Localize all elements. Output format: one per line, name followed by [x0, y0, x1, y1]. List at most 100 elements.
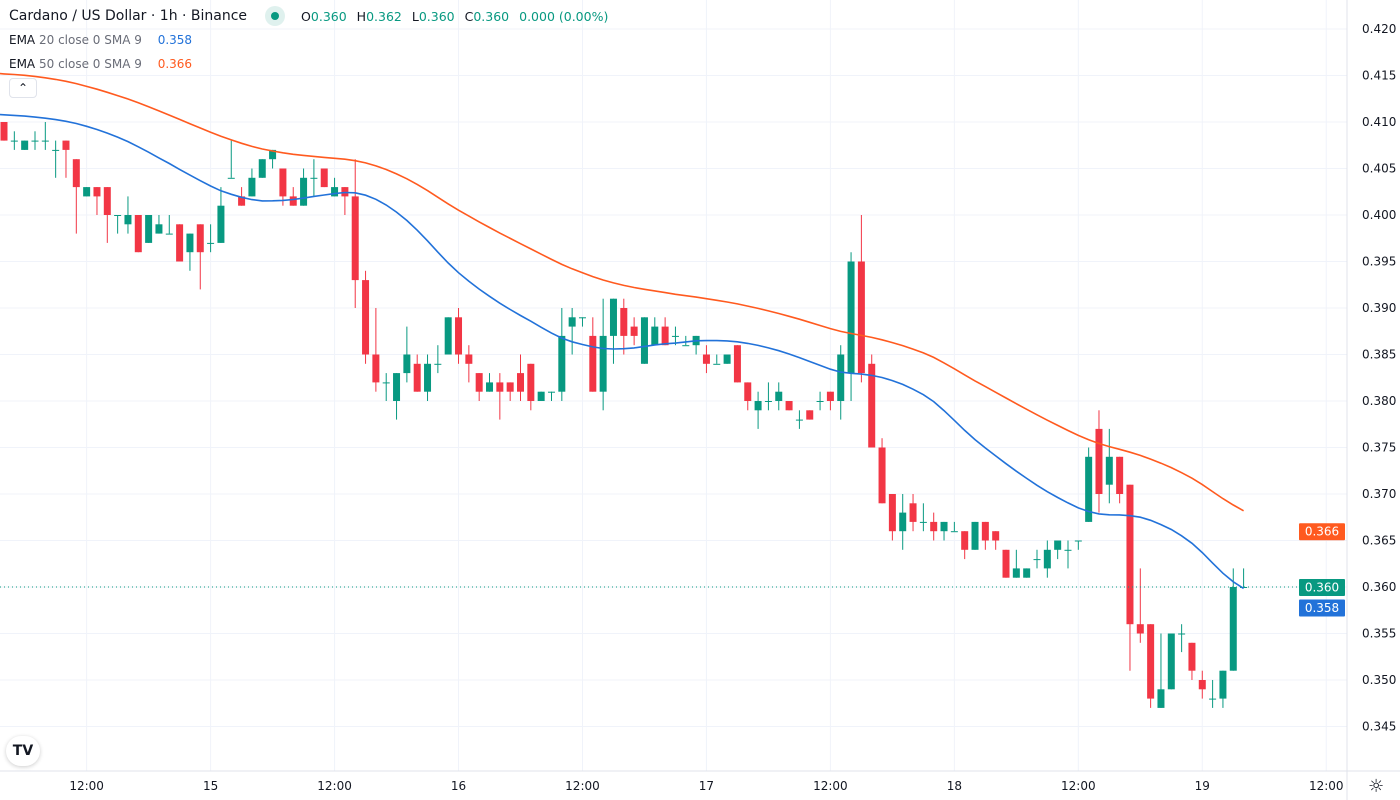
- high-value: 0.362: [366, 8, 402, 24]
- candle-down: [279, 168, 287, 197]
- candle-down: [868, 363, 876, 448]
- collapse-legend-button[interactable]: ⌃: [9, 78, 37, 98]
- candle-up: [403, 354, 411, 374]
- candle-up: [486, 382, 494, 392]
- candle-down: [196, 224, 204, 253]
- price-label: 0.360: [1305, 581, 1339, 595]
- candle-up: [331, 187, 339, 197]
- price-tick-label: 0.380: [1362, 394, 1396, 408]
- tradingview-logo[interactable]: TV: [6, 736, 40, 766]
- candle-up: [434, 363, 442, 365]
- price-axis[interactable]: 0.420 0.415 0.410 0.405 0.400 0.395 0.390 0.385…: [1362, 22, 1396, 734]
- time-tick-label: 17: [699, 779, 714, 793]
- candle-up: [124, 215, 132, 225]
- candle-down: [1095, 428, 1103, 494]
- time-tick-label: 12:00: [69, 779, 104, 793]
- candle-up: [41, 140, 49, 142]
- candle-up: [558, 335, 566, 392]
- time-tick-label: 12:00: [1061, 779, 1096, 793]
- candle-up: [537, 391, 545, 401]
- candle-up: [1167, 633, 1175, 690]
- price-tick-label: 0.350: [1362, 673, 1396, 687]
- settings-gear-icon[interactable]: ☼: [1368, 776, 1385, 797]
- price-label-bg: [1299, 599, 1345, 617]
- candle-down: [1198, 680, 1206, 690]
- candle-down: [93, 187, 101, 197]
- candle-down: [517, 373, 524, 392]
- indicator-params: 20 close 0 SMA 9: [38, 33, 142, 47]
- candle-up: [1229, 587, 1237, 671]
- candle-down: [930, 521, 938, 532]
- candle-up: [971, 521, 979, 550]
- candle-down: [1116, 456, 1124, 494]
- candle-up: [21, 140, 29, 150]
- candle-up: [269, 149, 277, 160]
- price-tick-label: 0.405: [1362, 162, 1396, 176]
- price-tick-label: 0.415: [1362, 69, 1396, 83]
- candle-down: [475, 373, 483, 392]
- indicator-name: EMA: [9, 33, 36, 47]
- candle-down: [455, 317, 463, 355]
- price-tick-label: 0.395: [1362, 255, 1396, 269]
- candle-up: [310, 177, 318, 179]
- indicator-ema50[interactable]: EMA 50 close 0 SMA 9 0.366: [9, 57, 192, 71]
- candle-up: [640, 317, 648, 364]
- candle-down: [465, 354, 473, 364]
- time-tick-label: 12:00: [565, 779, 600, 793]
- candle-up: [1033, 559, 1041, 561]
- candle-down: [630, 326, 638, 336]
- candle-down: [806, 410, 814, 420]
- candle-down: [413, 363, 421, 392]
- candle-up: [919, 521, 927, 523]
- candle-down: [785, 401, 793, 411]
- candle-down: [103, 187, 111, 215]
- candle-up: [609, 298, 617, 336]
- ohlc-values: O0.360 H0.362 L0.360 C0.360 0.000 (0.00%…: [301, 9, 614, 24]
- candle-up: [258, 159, 266, 178]
- candle-up: [764, 401, 772, 402]
- candle-up: [444, 317, 452, 355]
- candle-down: [702, 354, 710, 364]
- time-axis[interactable]: 12:00 15 12:00 16 12:00 17 12:00 18 12:00 19 12:00: [69, 779, 1343, 793]
- indicator-value: 0.366: [157, 57, 193, 71]
- high-key: H: [356, 8, 367, 24]
- chart-legend: Cardano / US Dollar · 1h · Binance O 0.36…: [9, 6, 614, 26]
- market-status-icon[interactable]: [265, 6, 286, 26]
- candle-down: [826, 391, 834, 401]
- close-key: C: [464, 8, 474, 24]
- candle-up: [1023, 568, 1031, 578]
- candle-up: [1085, 456, 1093, 522]
- ema-lines: [0, 72, 1245, 590]
- candle-down: [289, 196, 297, 206]
- candle-up: [950, 531, 958, 533]
- time-tick-label: 15: [203, 779, 218, 793]
- candle-up: [114, 215, 122, 216]
- candle-down: [857, 261, 865, 374]
- candle-down: [176, 224, 184, 262]
- candle-up: [713, 363, 721, 365]
- candle-down: [733, 345, 741, 383]
- candle-up: [52, 149, 60, 151]
- candle-up: [1178, 633, 1186, 635]
- time-tick-label: 12:00: [317, 779, 352, 793]
- candle-down: [1126, 484, 1134, 625]
- candle-up: [837, 354, 845, 401]
- price-tick-label: 0.355: [1362, 627, 1396, 641]
- candle-down: [62, 140, 70, 150]
- candle-up: [1054, 540, 1062, 550]
- symbol-title[interactable]: Cardano / US Dollar · 1h · Binance: [9, 8, 248, 24]
- candle-up: [145, 215, 153, 243]
- candle-down: [661, 326, 669, 346]
- indicator-ema20[interactable]: EMA 20 close 0 SMA 9 0.358: [9, 33, 192, 47]
- candle-down: [372, 354, 380, 383]
- price-labels: 0.366 0.360 0.358: [1299, 523, 1345, 617]
- candle-up: [599, 335, 607, 392]
- candle-down: [981, 521, 989, 541]
- open-key: O: [301, 8, 311, 24]
- candle-down: [961, 531, 969, 550]
- indicator-name: EMA: [9, 57, 36, 71]
- low-key: L: [411, 8, 419, 24]
- low-value: 0.360: [418, 8, 455, 24]
